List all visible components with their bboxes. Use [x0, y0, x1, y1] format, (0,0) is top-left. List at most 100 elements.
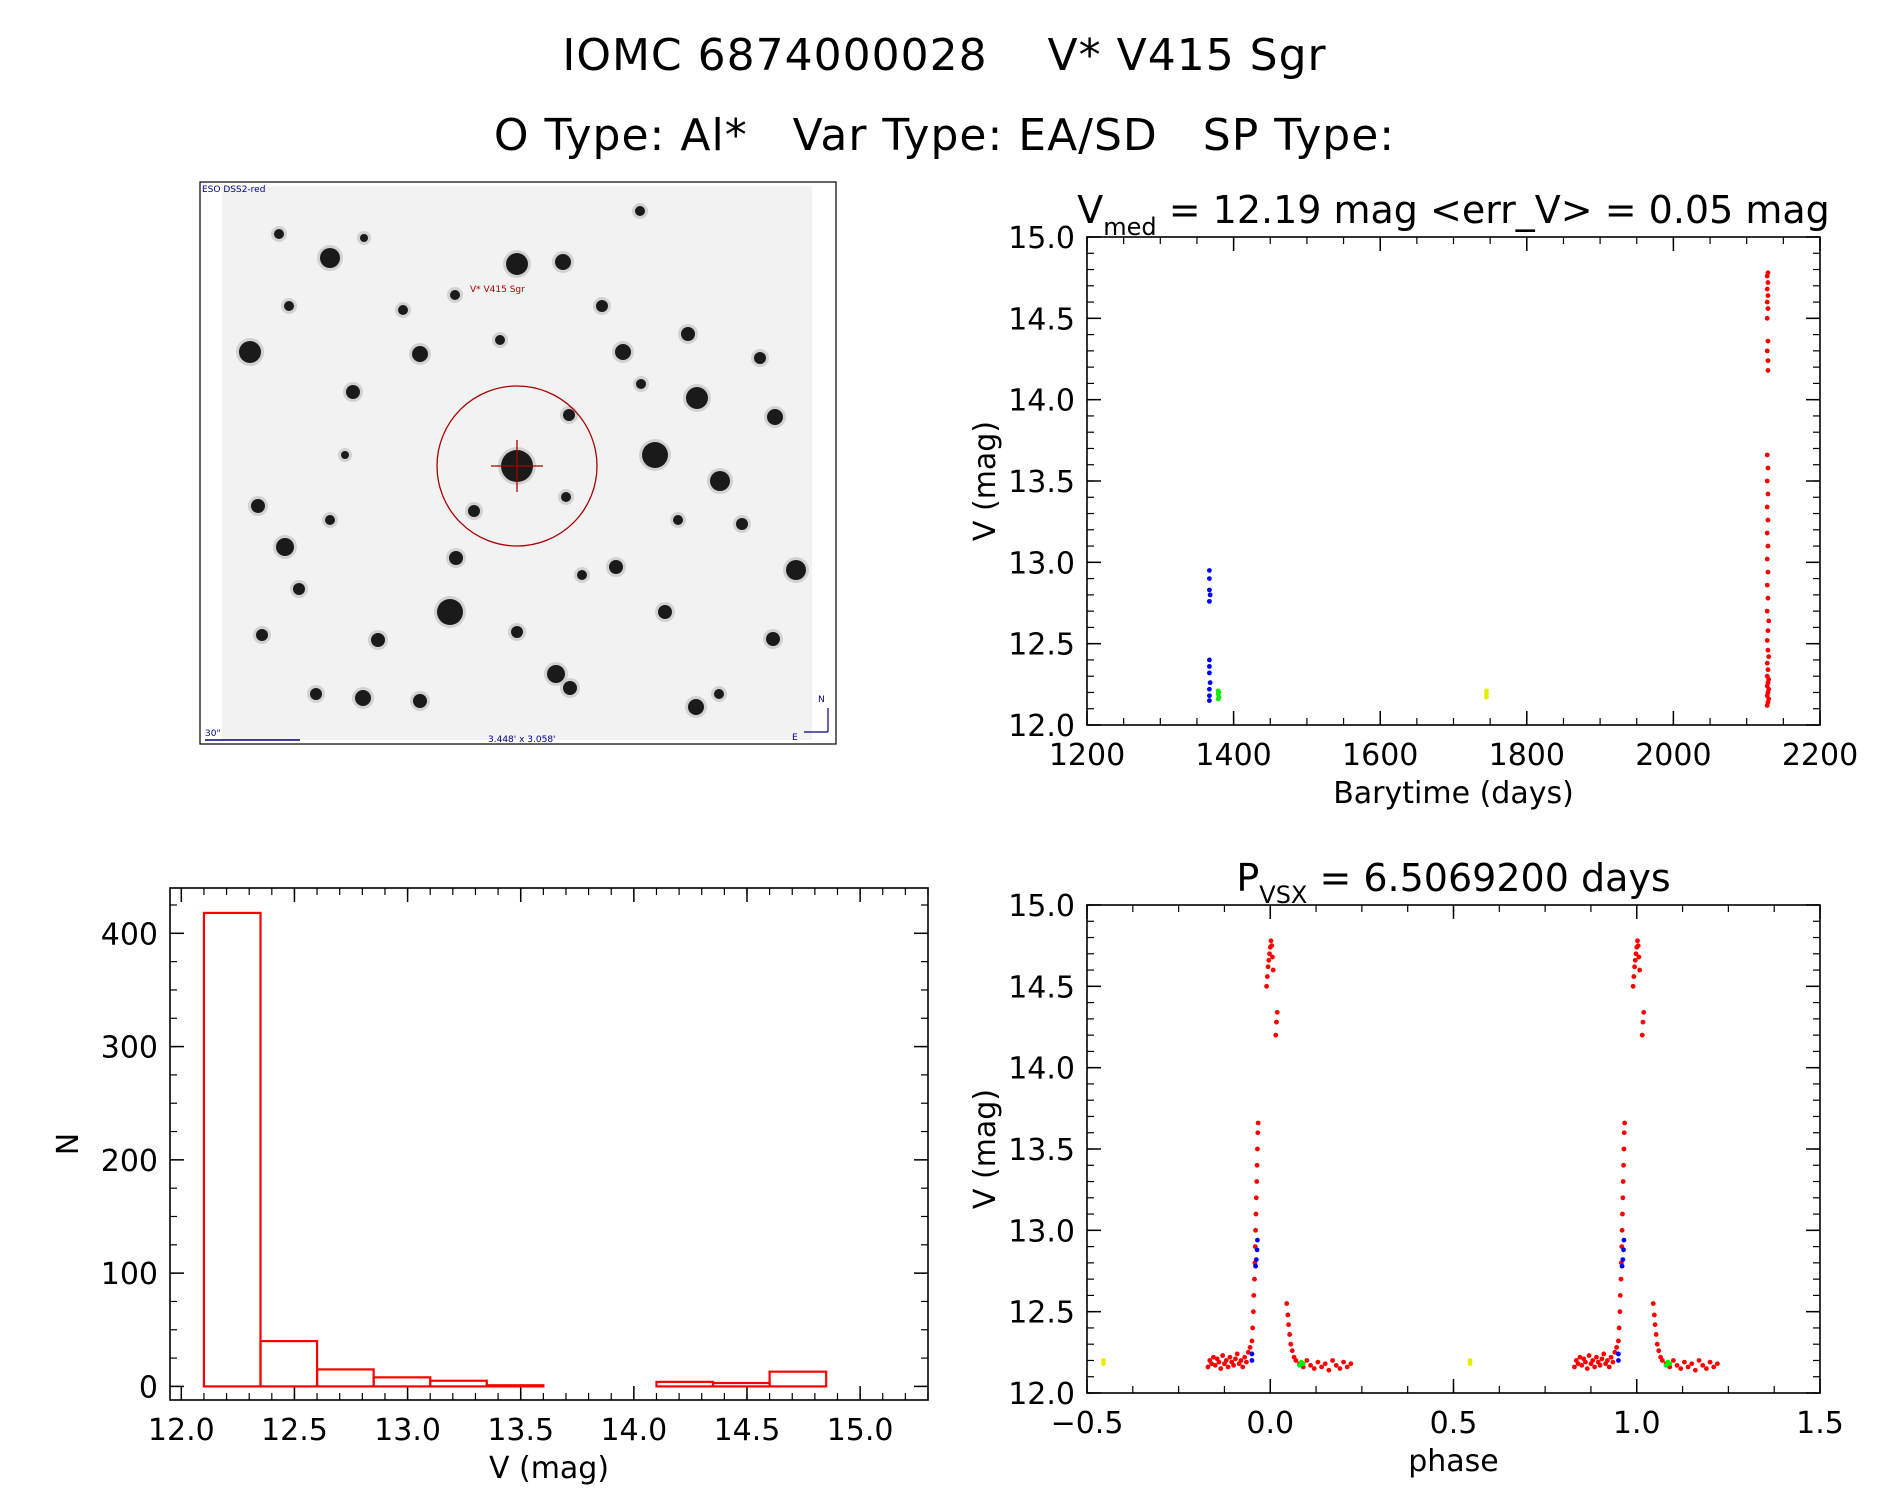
finder-star — [284, 301, 294, 311]
y-tick-label: 12.5 — [1008, 628, 1075, 663]
plot-title-rest: = 6.5069200 days — [1307, 856, 1670, 900]
data-point-blue — [1620, 1257, 1626, 1263]
finder-star — [786, 560, 806, 580]
data-point-red — [1617, 1309, 1623, 1315]
x-tick-label: 1400 — [1195, 738, 1271, 773]
data-point-green — [1300, 1361, 1306, 1367]
finder-star — [239, 341, 261, 363]
data-point-red — [1270, 954, 1275, 960]
x-axis-label: V (mag) — [489, 1451, 609, 1486]
finder-star — [658, 605, 672, 619]
data-point-red — [1765, 293, 1771, 298]
data-point-red — [1240, 1364, 1246, 1370]
plot-title-main: P — [1236, 856, 1259, 900]
data-point-red — [1766, 618, 1772, 624]
data-point-red — [1255, 1130, 1261, 1136]
data-point-red — [1304, 1358, 1310, 1363]
data-point-red — [1764, 673, 1770, 679]
y-axis-label: N — [51, 1133, 86, 1155]
fov-label: 3.448' x 3.058' — [488, 735, 556, 745]
data-point-green — [1215, 688, 1221, 694]
data-point-red — [1227, 1354, 1233, 1360]
finder-star — [413, 694, 427, 708]
finder-star — [449, 551, 463, 565]
data-point-red — [1622, 1120, 1628, 1126]
x-tick-label: 13.0 — [374, 1413, 441, 1448]
y-axis-label: V (mag) — [968, 1089, 1003, 1209]
data-point-red — [1337, 1366, 1343, 1371]
data-point-red — [1608, 1354, 1614, 1360]
histogram-bar — [429, 1379, 488, 1388]
data-point-red — [1650, 1301, 1656, 1306]
finder-star — [341, 451, 349, 459]
data-point-red — [1765, 270, 1771, 276]
finder-star — [320, 248, 340, 268]
data-point-red — [1285, 1312, 1291, 1318]
data-point-yellow — [1484, 688, 1489, 694]
data-point-red — [1579, 1362, 1585, 1368]
data-point-red — [1341, 1359, 1346, 1365]
data-point-red — [1333, 1362, 1339, 1368]
x-tick-label: 12.5 — [261, 1413, 328, 1448]
data-point-red — [1635, 938, 1640, 944]
histogram-bar — [372, 1376, 432, 1388]
y-tick-label: 14.0 — [1008, 1052, 1075, 1087]
figure-title: IOMC 6874000028 V* V415 Sgr — [0, 30, 1889, 81]
data-point-red — [1234, 1351, 1240, 1357]
data-point-red — [1269, 943, 1275, 949]
data-point-red — [1610, 1359, 1616, 1365]
finder-star — [256, 629, 268, 641]
x-tick-label: 14.0 — [600, 1413, 667, 1448]
data-point-red — [1620, 1179, 1626, 1184]
data-point-blue — [1207, 657, 1212, 663]
data-point-red — [1764, 582, 1770, 588]
var-type-label: Var Type: — [792, 110, 1004, 161]
data-point-red — [1238, 1358, 1244, 1363]
plot-frame — [169, 887, 929, 1401]
data-point-red — [1605, 1358, 1610, 1363]
target-circle — [436, 385, 598, 547]
x-tick-label: 0.5 — [1430, 1406, 1478, 1441]
phased-panel: −0.5 0.0 0.5 1.0 1.5 12.0 12.5 13.0 13.5 14.0 14.5… — [968, 856, 1844, 1479]
data-point-red — [1289, 1348, 1295, 1354]
data-point-red — [1764, 348, 1770, 354]
data-point-red — [1265, 964, 1271, 970]
data-point-red — [1612, 1349, 1618, 1355]
object-id: IOMC 6874000028 — [562, 30, 988, 81]
data-point-red — [1211, 1354, 1216, 1360]
y-tick-label: 15.0 — [1008, 221, 1075, 256]
data-point-red — [1575, 1361, 1581, 1367]
data-point-red — [1632, 964, 1637, 970]
data-point-red — [1616, 1338, 1621, 1344]
o-type-value: Al* — [680, 110, 748, 161]
finder-star — [754, 352, 766, 364]
data-point-red — [1621, 1162, 1626, 1168]
histogram-bar — [711, 1381, 771, 1388]
data-point-red — [1247, 1345, 1253, 1350]
data-point-red — [1764, 556, 1770, 562]
y-tick-label: 12.5 — [1008, 1296, 1075, 1331]
data-point-red — [1231, 1362, 1236, 1368]
data-point-red — [1764, 452, 1770, 458]
data-point-red — [1218, 1366, 1224, 1371]
data-point-red — [1660, 1358, 1665, 1363]
target-label: V* V415 Sgr — [470, 285, 525, 295]
data-point-blue — [1621, 1247, 1626, 1253]
data-point-blue — [1207, 568, 1212, 573]
finder-star — [412, 346, 428, 362]
plot-title-subscript: med — [1103, 213, 1156, 241]
data-point-red — [1671, 1358, 1676, 1363]
data-point-red — [1253, 1195, 1259, 1201]
plot-title-main: V — [1077, 188, 1103, 232]
finder-star — [398, 305, 408, 315]
finder-star — [437, 599, 463, 625]
finder-star — [325, 515, 335, 525]
data-point-red — [1225, 1364, 1231, 1370]
data-point-red — [1616, 1325, 1622, 1331]
data-point-red — [1764, 608, 1770, 614]
data-point-blue — [1255, 1237, 1260, 1243]
data-point-red — [1656, 1348, 1662, 1354]
data-point-red — [1254, 1162, 1260, 1168]
data-point-red — [1765, 569, 1771, 575]
data-point-red — [1344, 1364, 1350, 1370]
